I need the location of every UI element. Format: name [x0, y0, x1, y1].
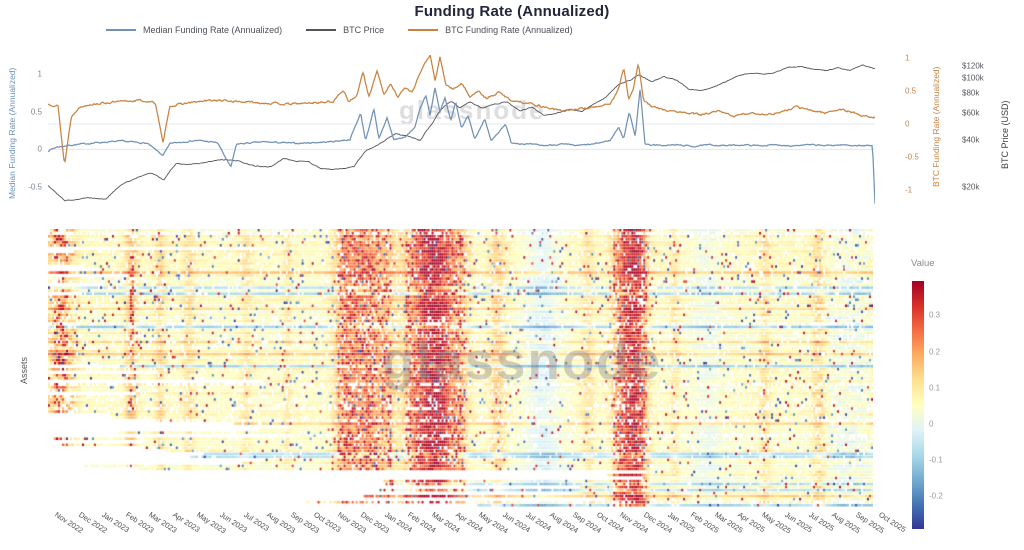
legend-label: BTC Price — [343, 25, 385, 35]
colorbar-tick: 0.3 — [929, 310, 941, 320]
btc-funding-rate-line — [48, 55, 875, 164]
heatmap-y-axis-label: Assets — [19, 356, 29, 384]
colorbar-tick: 0.2 — [929, 347, 941, 357]
btc-price-tick: $120k — [962, 61, 984, 71]
colorbar-gradient — [912, 281, 924, 529]
right-funding-tick: 0.5 — [905, 86, 917, 96]
legend-item[interactable]: Median Funding Rate (Annualized) — [106, 25, 282, 35]
btc-price-line — [48, 64, 875, 202]
colorbar-title: Value — [911, 258, 935, 269]
left-axis-tick: 0.5 — [30, 107, 42, 117]
colorbar-tick: 0 — [929, 419, 934, 429]
right-funding-tick: -0.5 — [905, 152, 919, 162]
legend-label: Median Funding Rate (Annualized) — [143, 25, 283, 35]
legend-swatch — [106, 29, 136, 31]
legend-label: BTC Funding Rate (Annualized) — [445, 25, 573, 35]
btc-price-tick: $40k — [962, 135, 980, 145]
btc-price-tick: $80k — [962, 88, 980, 98]
left-axis-tick: 0 — [37, 144, 42, 154]
glassnode-watermark-heatmap: glassnode — [382, 332, 663, 391]
median-funding-rate-line — [48, 87, 875, 204]
legend-swatch — [408, 29, 439, 31]
left-axis-tick: 1 — [37, 69, 42, 79]
chart-legend: Median Funding Rate (Annualized) BTC Pric… — [106, 25, 573, 35]
colorbar-tick: 0.1 — [929, 383, 941, 393]
funding-rate-line-chart[interactable] — [0, 0, 1024, 222]
right-funding-tick: 0 — [905, 119, 910, 129]
legend-swatch — [306, 29, 337, 31]
legend-item[interactable]: BTC Funding Rate (Annualized) — [408, 25, 573, 35]
left-axis-tick: -0.5 — [28, 182, 42, 192]
colorbar-tick: -0.1 — [929, 455, 943, 465]
page-title: Funding Rate (Annualized) — [414, 3, 610, 20]
btc-price-tick: $60k — [962, 108, 980, 117]
legend-item[interactable]: BTC Price — [306, 25, 384, 35]
btc-price-tick: $20k — [962, 182, 980, 192]
btc-price-tick: $100k — [962, 73, 984, 83]
right-funding-tick: 1 — [905, 53, 910, 63]
assets-funding-heatmap[interactable] — [48, 229, 873, 507]
right-funding-tick: -1 — [905, 185, 913, 195]
colorbar-tick: -0.2 — [929, 491, 943, 501]
